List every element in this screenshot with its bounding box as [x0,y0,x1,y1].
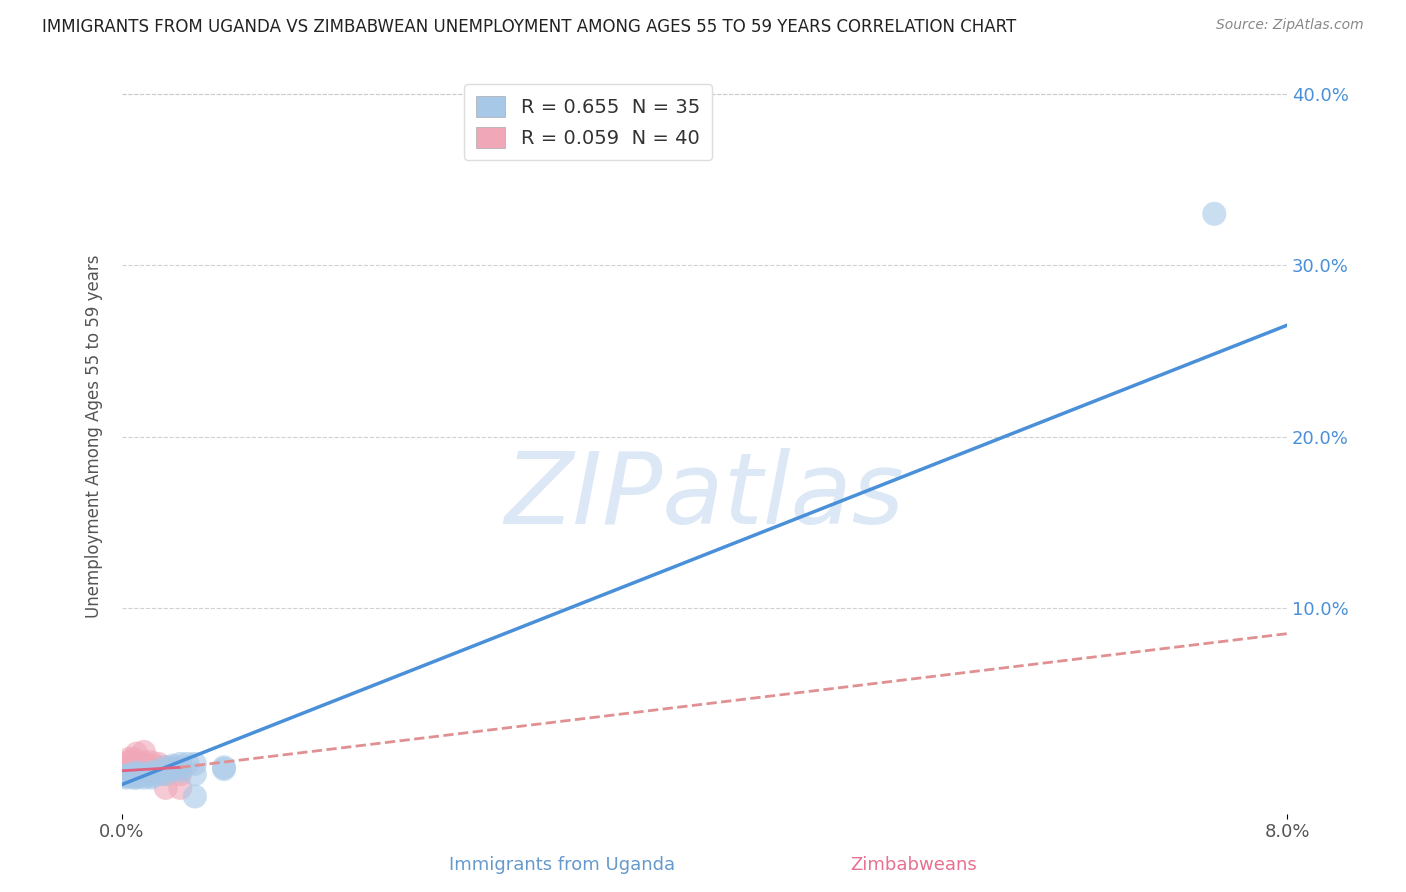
Text: Immigrants from Uganda: Immigrants from Uganda [450,856,675,874]
Point [141,767,163,781]
Point [118,767,141,781]
Point [120,755,142,769]
Point [114,764,136,778]
Point [141,762,163,776]
Point [169,756,191,771]
Point [155,760,177,774]
Point [155,764,177,778]
Point [114,767,136,781]
Point [141,755,163,769]
Point [132,764,155,778]
Point [125,767,148,781]
Point [162,758,184,772]
Point [120,758,142,772]
Point [155,764,177,778]
Point [118,752,141,766]
Point [132,755,155,769]
Point [169,762,191,776]
Y-axis label: Unemployment Among Ages 55 to 59 years: Unemployment Among Ages 55 to 59 years [86,255,103,618]
Point [125,771,148,785]
Point [132,771,155,785]
Point [125,769,148,783]
Point [125,762,148,776]
Point [141,758,163,772]
Point [128,769,150,783]
Point [117,764,139,778]
Text: Source: ZipAtlas.com: Source: ZipAtlas.com [1216,18,1364,32]
Point [115,762,138,776]
Point [212,762,235,776]
Point [132,767,155,781]
Point [141,771,163,785]
Point [141,765,163,780]
Point [125,747,148,761]
Point [169,767,191,781]
Point [128,762,150,776]
Point [176,756,198,771]
Point [132,745,155,759]
Point [169,760,191,774]
Point [132,758,155,772]
Point [121,762,143,776]
Point [117,755,139,769]
Point [148,756,170,771]
Point [169,764,191,778]
Point [125,758,148,772]
Point [120,767,142,781]
Point [162,760,184,774]
Point [125,755,148,769]
Point [115,758,138,772]
Point [184,789,207,804]
Point [169,780,191,795]
Point [122,752,145,766]
Point [1204,207,1226,221]
Text: ZIPatlas: ZIPatlas [505,449,904,545]
Point [125,767,148,781]
Point [212,760,235,774]
Point [115,769,138,783]
Point [162,762,184,776]
Point [118,769,141,783]
Point [148,764,170,778]
Point [148,765,170,780]
Text: Zimbabweans: Zimbabweans [851,856,977,874]
Point [184,767,207,781]
Point [128,758,150,772]
Point [132,769,155,783]
Point [148,760,170,774]
Point [155,767,177,781]
Text: IMMIGRANTS FROM UGANDA VS ZIMBABWEAN UNEMPLOYMENT AMONG AGES 55 TO 59 YEARS CORR: IMMIGRANTS FROM UGANDA VS ZIMBABWEAN UNE… [42,18,1017,36]
Legend: R = 0.655  N = 35, R = 0.059  N = 40: R = 0.655 N = 35, R = 0.059 N = 40 [464,85,711,160]
Point [141,769,163,783]
Point [141,765,163,780]
Point [125,765,148,780]
Point [184,756,207,771]
Point [155,760,177,774]
Point [115,771,138,785]
Point [141,764,163,778]
Point [114,769,136,783]
Point [122,771,145,785]
Point [155,767,177,781]
Point [155,780,177,795]
Point [129,764,152,778]
Point [148,767,170,781]
